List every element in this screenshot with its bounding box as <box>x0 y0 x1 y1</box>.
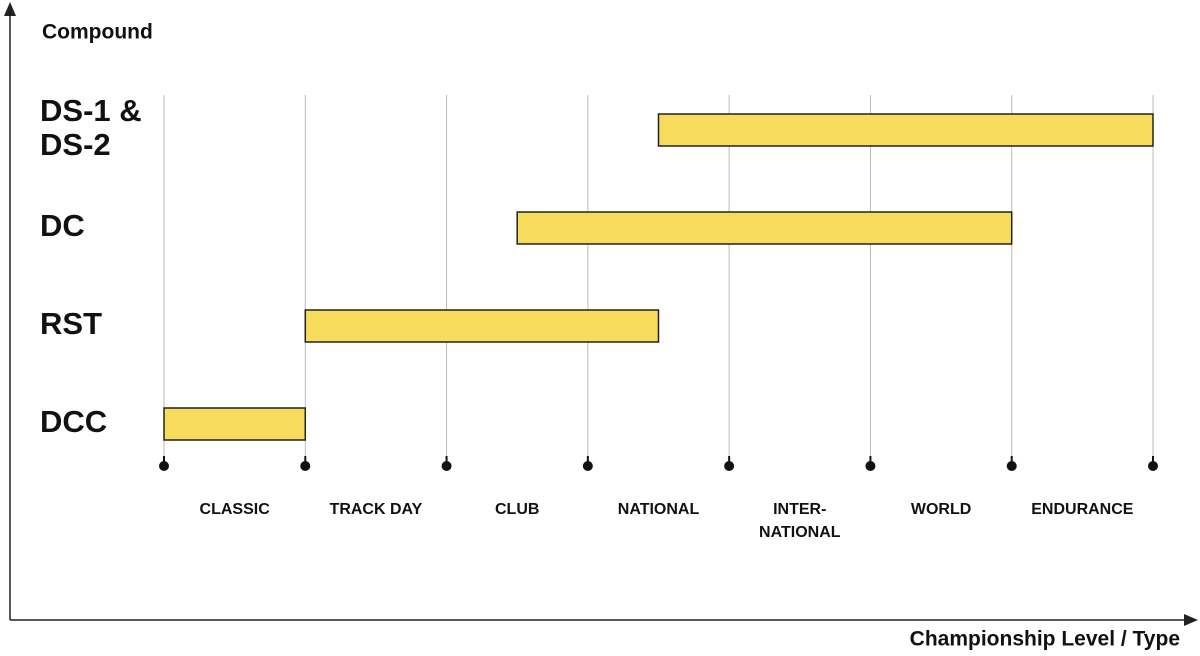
row-label: RST <box>40 306 102 341</box>
x-category-label: CLASSIC <box>200 501 271 518</box>
range-bar <box>163 407 307 441</box>
x-category-label: INTER- <box>773 501 826 518</box>
tick-dot <box>1148 461 1158 471</box>
row-label: DCC <box>40 404 107 439</box>
tick-dot <box>1006 461 1017 471</box>
tick-dot <box>865 461 876 471</box>
row-label: DC <box>40 208 85 243</box>
x-category-label: CLUB <box>495 501 539 518</box>
x-axis-arrow <box>1184 614 1198 626</box>
tick-dot <box>724 461 735 471</box>
range-bar <box>304 309 660 343</box>
range-bar <box>657 113 1154 147</box>
tick-dot <box>159 461 169 471</box>
tick-dot <box>582 461 593 471</box>
x-category-label: NATIONAL <box>759 524 841 541</box>
x-category-label: TRACK DAY <box>330 501 423 518</box>
x-category-label: ENDURANCE <box>1031 501 1134 518</box>
tick-dot <box>300 461 311 471</box>
x-axis-title: Championship Level / Type <box>910 628 1180 651</box>
y-axis-title: Compound <box>42 21 153 44</box>
range-bar <box>516 211 1013 245</box>
x-category-label: WORLD <box>911 501 971 518</box>
tick-dot <box>441 461 452 471</box>
row-label: DS-1 & <box>40 93 142 128</box>
row-label: DS-2 <box>40 127 111 162</box>
y-axis-arrow <box>4 2 16 16</box>
x-category-label: NATIONAL <box>618 501 700 518</box>
